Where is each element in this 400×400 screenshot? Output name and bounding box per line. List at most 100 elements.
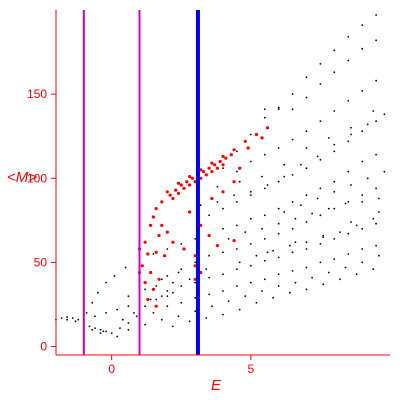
data-point [224,156,228,160]
data-point [99,332,102,334]
data-point [347,59,350,62]
data-point [236,285,238,287]
data-point [208,293,211,296]
data-point [246,146,250,150]
data-point [277,273,280,276]
data-point [105,330,107,333]
data-point [277,106,280,109]
data-point [105,281,107,284]
data-point [265,126,270,130]
data-point [151,215,155,219]
data-point [361,160,364,163]
data-point [305,221,308,223]
data-point [180,301,183,304]
data-point [116,335,119,338]
data-point [144,305,147,308]
data-point [333,49,336,52]
data-point [249,160,252,163]
data-point [255,301,258,304]
data-point [344,266,347,269]
data-point [119,327,121,329]
data-point [211,305,213,308]
data-point [347,100,350,102]
data-point [143,281,147,285]
data-point [185,180,189,184]
data-point [127,295,130,297]
data-point [110,332,113,334]
data-point [254,132,258,137]
data-point [294,217,297,220]
data-point [361,201,364,203]
data-point [322,236,325,239]
data-point [261,175,263,178]
data-point [311,276,313,279]
vertical-markers [82,10,200,355]
data-point [277,285,280,287]
data-point [305,147,308,149]
x-tick-label: 5 [247,362,254,376]
data-point [327,271,330,274]
data-point [361,227,364,230]
data-point [166,290,169,292]
data-point [291,251,294,254]
data-point [205,268,208,271]
data-point [372,217,375,220]
data-point [347,253,350,255]
data-point [333,207,336,210]
data-point [166,248,169,250]
data-point [291,270,294,272]
data-point [249,133,252,136]
data-point [333,238,336,240]
data-point [333,190,336,193]
data-point [272,249,274,252]
data-point [288,244,291,247]
data-point [210,170,214,174]
data-point [127,305,130,308]
data-point [208,214,211,217]
data-point [157,277,161,281]
data-point [143,240,147,244]
data-point [319,214,322,217]
axes [55,10,390,356]
data-point [347,232,350,235]
data-point [238,166,242,170]
data-point [94,327,96,329]
data-point [263,278,266,281]
data-point [124,266,127,269]
data-point [146,297,150,302]
data-point [361,47,364,50]
data-point [375,120,377,122]
data-point [154,304,158,308]
data-point [283,211,286,213]
data-point [216,201,219,203]
data-point [261,290,263,292]
data-point [232,180,236,184]
data-point [294,241,297,244]
data-point [263,187,266,190]
data-point [350,133,352,136]
data-point [366,123,369,126]
data-point [277,180,280,183]
data-point [218,159,222,164]
data-point [227,238,230,240]
data-point [263,108,266,111]
data-point [221,190,225,194]
data-point [208,254,211,257]
data-point [172,325,174,328]
data-point [291,138,294,141]
data-point [194,296,197,299]
data-point [180,285,183,287]
data-point [188,278,191,281]
data-point [300,163,302,166]
data-point [361,130,364,133]
data-point [383,113,386,116]
data-point [222,227,224,230]
data-point [160,200,164,204]
data-point [188,320,191,323]
data-point [232,148,236,152]
data-point [182,247,186,251]
data-point [144,288,147,291]
data-point [222,313,224,316]
data-point [322,234,325,237]
